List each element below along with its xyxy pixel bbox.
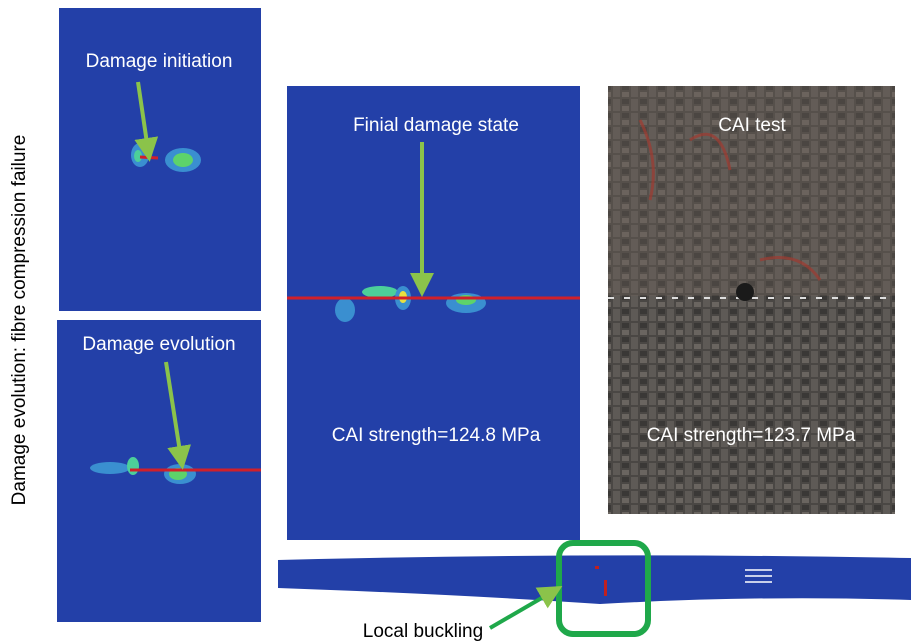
panel-final: Finial damage state CAI strength=124.8 M… (287, 86, 580, 540)
buckling-strip: Local buckling (278, 543, 911, 642)
strength-label: CAI strength=123.7 MPa (647, 425, 856, 446)
side-label: Damage evolution: fibre compression fail… (9, 135, 30, 506)
panel-label: Finial damage state (353, 115, 519, 136)
figure: Damage evolution: fibre compression fail… (0, 0, 911, 643)
buckling-label: Local buckling (363, 621, 483, 642)
panel-label: CAI test (718, 115, 786, 136)
panel-initiation: Damage initiation (59, 8, 261, 311)
panel-label: Damage evolution (82, 334, 235, 355)
panel-evolution: Damage evolution (57, 320, 261, 622)
panel-test: CAI test CAI strength=123.7 MPa (608, 86, 895, 514)
strength-label: CAI strength=124.8 MPa (332, 425, 541, 446)
panel-label: Damage initiation (86, 51, 233, 72)
